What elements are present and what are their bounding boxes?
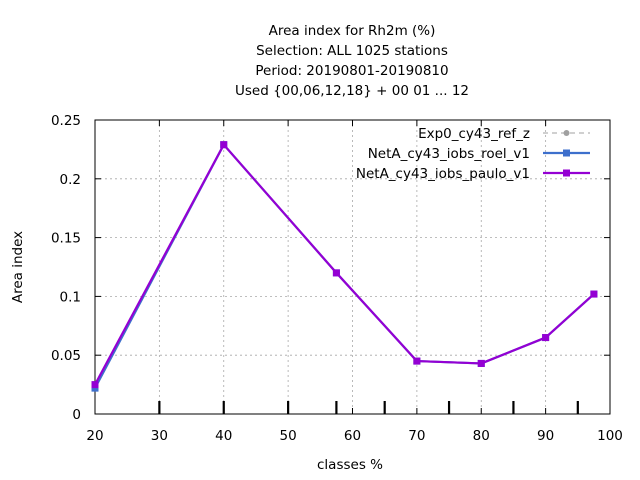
- chart-title: Area index for Rh2m (%) Selection: ALL 10…: [235, 23, 469, 99]
- y-tick-label: 0.1: [60, 289, 81, 305]
- x-axis-label: classes %: [317, 457, 383, 473]
- title-line: Selection: ALL 1025 stations: [256, 43, 448, 59]
- x-tick-label: 60: [344, 428, 361, 444]
- y-axis-label: Area index: [10, 231, 26, 303]
- x-tick-label: 80: [473, 428, 490, 444]
- grid: [95, 120, 610, 414]
- y-tick-label: 0.15: [51, 231, 81, 247]
- title-line: Area index for Rh2m (%): [269, 23, 436, 39]
- legend-marker: [563, 130, 570, 136]
- series-3: [91, 141, 598, 389]
- x-tick-label: 70: [408, 428, 425, 444]
- data-point: [542, 334, 550, 342]
- legend-label: NetA_cy43_iobs_roel_v1: [368, 146, 530, 162]
- y-tick-label: 0.25: [51, 113, 81, 129]
- x-tick-label: 30: [151, 428, 168, 444]
- class-marks: [158, 401, 579, 414]
- x-tick-label: 50: [280, 428, 297, 444]
- legend-label: Exp0_cy43_ref_z: [418, 126, 530, 142]
- y-tick-label: 0.2: [60, 172, 81, 188]
- data-point: [413, 357, 421, 365]
- x-tick-label: 20: [86, 428, 103, 444]
- y-tick-label: 0: [72, 407, 81, 423]
- legend-marker: [563, 169, 570, 177]
- data-point: [91, 384, 99, 392]
- title-line: Used {00,06,12,18} + 00 01 ... 12: [235, 83, 469, 99]
- data-point: [477, 359, 485, 367]
- title-line: Period: 20190801-20190810: [255, 63, 448, 79]
- legend-label: NetA_cy43_iobs_paulo_v1: [356, 166, 530, 182]
- data-point: [332, 269, 340, 277]
- data-point: [220, 141, 228, 149]
- x-tick-label: 100: [597, 428, 623, 444]
- series: [91, 141, 598, 392]
- data-point: [590, 290, 598, 298]
- legend: Exp0_cy43_ref_z NetA_cy43_iobs_roel_v1 Net…: [356, 126, 590, 182]
- y-tick-label: 0.05: [51, 348, 81, 364]
- axis-ticks: 20 30 40 50 60 70 80 90 100 0 0.05 0.1 0.15 0.2 0.25: [51, 113, 623, 444]
- data-point: [91, 381, 99, 389]
- x-tick-label: 90: [537, 428, 554, 444]
- x-tick-label: 40: [215, 428, 232, 444]
- legend-marker: [563, 149, 570, 157]
